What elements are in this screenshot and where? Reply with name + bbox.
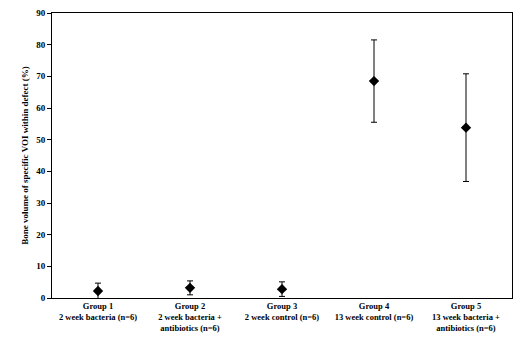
svg-text:90: 90 xyxy=(36,8,46,18)
svg-text:0: 0 xyxy=(41,293,46,303)
svg-text:20: 20 xyxy=(36,230,46,240)
svg-text:80: 80 xyxy=(36,40,46,50)
svg-text:60: 60 xyxy=(36,103,46,113)
svg-text:Bone volume of specific VOI wi: Bone volume of specific VOI within defec… xyxy=(20,66,30,244)
svg-text:Group 22 week bacteria +antibi: Group 22 week bacteria +antibiotics (n=6… xyxy=(158,301,222,333)
svg-text:70: 70 xyxy=(36,71,46,81)
svg-text:Group 513 week bacteria +antib: Group 513 week bacteria +antibiotics (n=… xyxy=(432,301,500,333)
svg-text:Group 32 week control (n=6): Group 32 week control (n=6) xyxy=(245,301,319,322)
svg-text:Group 12 week bacteria (n=6): Group 12 week bacteria (n=6) xyxy=(59,301,137,322)
svg-text:Group 413 week control (n=6): Group 413 week control (n=6) xyxy=(335,301,414,322)
svg-text:40: 40 xyxy=(36,166,46,176)
svg-text:30: 30 xyxy=(36,198,46,208)
svg-text:50: 50 xyxy=(36,135,46,145)
svg-text:10: 10 xyxy=(36,261,46,271)
